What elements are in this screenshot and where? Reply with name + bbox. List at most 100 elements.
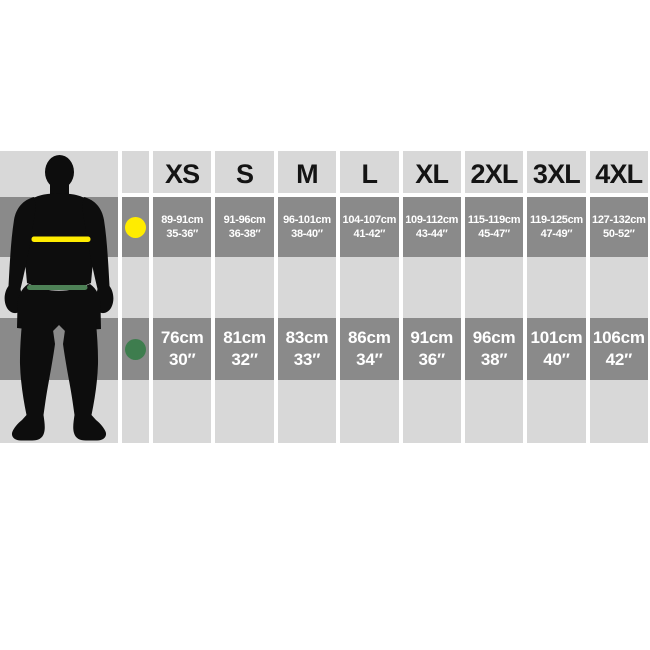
waist-cm-value: 83cm — [285, 328, 329, 347]
spacer — [527, 257, 586, 318]
waist-measure-line — [27, 285, 88, 290]
spacer — [402, 257, 461, 318]
size-column-l: L 104-107cm 41-42″ 86cm 34″ — [340, 151, 399, 443]
waist-cm-value: 106cm — [592, 328, 645, 347]
waist-marker-cell — [122, 318, 149, 380]
waist-in-value: 40″ — [543, 350, 570, 369]
size-header-4xl: 4XL — [589, 151, 648, 193]
row-divider — [527, 193, 586, 197]
size-header-l: L — [340, 151, 399, 193]
size-label: S — [235, 158, 254, 189]
size-header-xs: XS — [153, 151, 212, 193]
waist-cm-value: 76cm — [160, 328, 204, 347]
waist-cm-value: 101cm — [530, 328, 583, 347]
size-column-4xl: 4XL 127-132cm 50-52″ 106cm 42″ — [589, 151, 648, 443]
waist-in-value: 30″ — [168, 350, 196, 369]
size-label: 2XL — [470, 158, 519, 189]
chest-in-value: 47-49″ — [540, 228, 573, 240]
size-label: XS — [164, 158, 200, 189]
size-header-s: S — [215, 151, 274, 193]
spacer — [340, 380, 399, 443]
waist-cell-s: 81cm 32″ — [215, 318, 274, 380]
waist-in-value: 32″ — [231, 350, 258, 369]
chest-cell-3xl: 119-125cm 47-49″ — [527, 197, 586, 257]
waist-cell-2xl: 96cm 38″ — [464, 318, 524, 380]
size-column-2xl: 2XL 115-119cm 45-47″ 96cm 38″ — [464, 151, 524, 443]
size-header-3xl: 3XL — [527, 151, 586, 193]
chest-cell-m: 96-101cm 38-40″ — [277, 197, 337, 257]
size-label: XL — [415, 158, 449, 189]
spacer — [464, 380, 524, 443]
size-column-m: M 96-101cm 38-40″ 83cm 33″ — [277, 151, 337, 443]
row-divider — [589, 193, 648, 197]
spacer — [277, 380, 337, 443]
chest-cell-xs: 89-91cm 35-36″ — [153, 197, 212, 257]
spacer — [589, 257, 648, 318]
chest-cell-4xl: 127-132cm 50-52″ — [589, 197, 648, 257]
size-column-3xl: 3XL 119-125cm 47-49″ 101cm 40″ — [527, 151, 586, 443]
chest-cm-value: 119-125cm — [529, 214, 583, 226]
chest-in-value: 38-40″ — [291, 228, 323, 240]
chest-cm-value: 89-91cm — [161, 214, 204, 226]
spacer — [153, 257, 212, 318]
size-column-xl: XL 109-112cm 43-44″ 91cm 36″ — [402, 151, 461, 443]
chest-in-value: 43-44″ — [415, 228, 448, 240]
spacer — [277, 257, 337, 318]
size-column-s: S 91-96cm 36-38″ 81cm 32″ — [215, 151, 274, 443]
row-divider — [277, 193, 337, 197]
waist-cell-4xl: 106cm 42″ — [589, 318, 648, 380]
male-body-silhouette-icon — [4, 155, 114, 441]
chest-in-value: 50-52″ — [603, 228, 635, 240]
spacer — [464, 257, 524, 318]
waist-in-value: 33″ — [293, 350, 321, 369]
waist-cm-value: 81cm — [223, 328, 266, 347]
chest-cm-value: 109-112cm — [405, 214, 459, 226]
row-divider — [340, 193, 399, 197]
spacer — [402, 380, 461, 443]
chest-cell-s: 91-96cm 36-38″ — [215, 197, 274, 257]
row-divider — [122, 193, 149, 197]
row-divider — [215, 193, 274, 197]
chest-cm-value: 104-107cm — [342, 214, 397, 226]
marker-column-bottom — [122, 380, 149, 443]
spacer — [589, 380, 648, 443]
spacer — [527, 380, 586, 443]
marker-column — [122, 151, 149, 443]
waist-cell-m: 83cm 33″ — [277, 318, 337, 380]
size-label: M — [296, 158, 318, 189]
waist-in-value: 42″ — [605, 350, 633, 369]
marker-column-spacer — [122, 257, 149, 318]
chest-cm-value: 91-96cm — [223, 214, 266, 226]
waist-cm-value: 86cm — [347, 328, 391, 347]
size-chart-table: XS 89-91cm 35-36″ 76cm 30″ S 91-96cm 36-… — [0, 151, 648, 443]
spacer — [153, 380, 212, 443]
waist-in-value: 36″ — [418, 350, 445, 369]
waist-cell-3xl: 101cm 40″ — [527, 318, 586, 380]
chest-cm-value: 96-101cm — [283, 214, 331, 226]
waist-cell-xs: 76cm 30″ — [153, 318, 212, 380]
chest-in-value: 36-38″ — [228, 228, 261, 240]
row-divider — [153, 193, 212, 197]
chest-in-value: 45-47″ — [478, 228, 510, 240]
waist-marker-icon — [125, 338, 146, 360]
spacer — [215, 257, 274, 318]
size-header-xl: XL — [402, 151, 461, 193]
size-header-m: M — [277, 151, 337, 193]
waist-in-value: 38″ — [480, 350, 508, 369]
waist-cm-value: 91cm — [410, 328, 454, 347]
chest-cell-l: 104-107cm 41-42″ — [340, 197, 399, 257]
marker-column-header — [122, 151, 149, 193]
figure-column — [0, 151, 118, 443]
size-label: 3XL — [532, 158, 581, 189]
row-divider — [464, 193, 524, 197]
waist-cell-xl: 91cm 36″ — [402, 318, 461, 380]
chest-cm-value: 115-119cm — [467, 214, 521, 226]
chest-cell-2xl: 115-119cm 45-47″ — [464, 197, 524, 257]
chest-marker-cell — [122, 197, 149, 257]
size-label: 4XL — [595, 158, 643, 189]
waist-cell-l: 86cm 34″ — [340, 318, 399, 380]
size-header-2xl: 2XL — [464, 151, 524, 193]
size-label: L — [361, 158, 378, 189]
spacer — [340, 257, 399, 318]
